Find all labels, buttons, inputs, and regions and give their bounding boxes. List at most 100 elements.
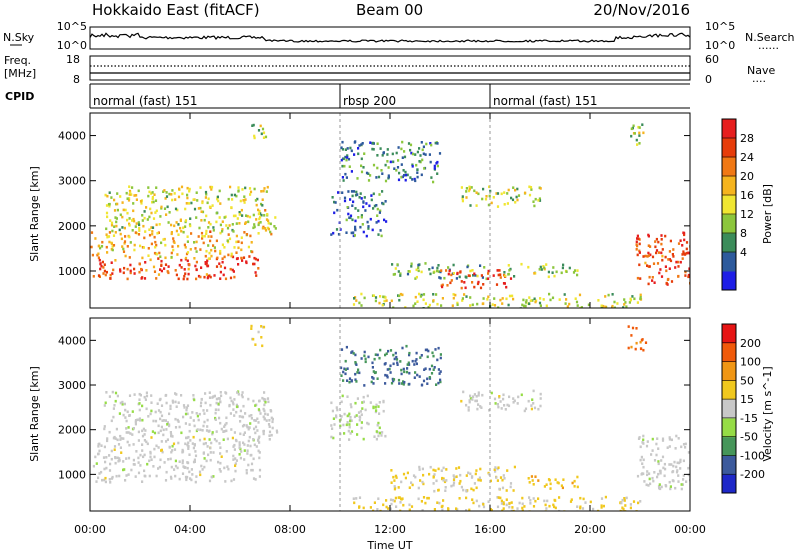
velocity-scatter-cell [651, 449, 654, 452]
velocity-scatter-cell [397, 378, 401, 382]
velocity-scatter-cell [472, 488, 475, 492]
power-scatter-cell [126, 197, 129, 200]
power-scatter-cell [236, 257, 239, 260]
noise-right-label: N.Search [745, 31, 795, 44]
power-scatter-cell [180, 229, 183, 233]
velocity-y-axis-label: Slant Range [km] [28, 366, 41, 462]
power-scatter-cell [202, 241, 205, 245]
power-scatter-cell [218, 262, 221, 265]
velocity-scatter-cell [679, 458, 682, 462]
velocity-scatter-cell [390, 469, 393, 472]
power-scatter-cell [658, 271, 661, 275]
power-scatter-cell [188, 189, 191, 193]
power-scatter-cell [152, 217, 156, 220]
velocity-scatter-cell [632, 500, 636, 503]
power-scatter-cell [184, 272, 187, 275]
power-scatter-cell [418, 147, 421, 150]
velocity-scatter-cell [392, 475, 395, 479]
time-axis: 00:00 04:00 08:00 12:00 16:00 20:00 00:00 [74, 523, 706, 536]
power-scatter-cell [414, 295, 417, 299]
velocity-scatter-cell [521, 496, 524, 500]
power-scatter-cell [350, 170, 353, 173]
power-scatter-cell [119, 268, 122, 271]
velocity-scatter-cell [118, 459, 121, 462]
velocity-scatter-cell [200, 397, 203, 401]
power-scatter-cell [616, 302, 619, 305]
velocity-scatter-cell [219, 400, 222, 403]
velocity-scatter-cell [367, 355, 370, 359]
velocity-scatter-cell [220, 394, 223, 398]
velocity-scatter-cell [681, 483, 684, 486]
velocity-scatter-cell [480, 406, 483, 409]
power-scatter-cell [397, 178, 401, 182]
velocity-scatter-cell [433, 473, 436, 476]
power-scatter-cell [229, 267, 232, 271]
power-scatter-cell [219, 231, 222, 235]
velocity-scatter-cell [166, 423, 169, 426]
power-scatter-cell [209, 230, 212, 233]
velocity-scatter-cell [126, 440, 129, 444]
velocity-scatter-cell [357, 368, 360, 372]
velocity-scatter-cell [254, 343, 257, 346]
velocity-scatter-cell [439, 378, 442, 382]
power-scatter-cell [409, 176, 412, 179]
power-scatter-cell [162, 238, 165, 241]
velocity-scatter-cell [407, 361, 410, 365]
power-scatter-cell [244, 221, 247, 224]
velocity-scatter-cell [621, 506, 624, 510]
power-scatter-cell [568, 266, 571, 270]
power-colorbar-tick-label: 16 [740, 189, 754, 202]
velocity-scatter-cell [225, 392, 228, 395]
velocity-scatter-cell [191, 411, 194, 414]
velocity-scatter-cell [186, 461, 189, 464]
velocity-scatter-cell [546, 499, 549, 503]
velocity-scatter-cell [523, 409, 526, 413]
velocity-scatter-cell [108, 478, 111, 481]
velocity-scatter-cell [358, 371, 361, 375]
velocity-scatter-cell [415, 351, 418, 355]
power-scatter-cell [355, 190, 358, 194]
power-scatter-cell [484, 197, 488, 201]
power-scatter-cell [166, 270, 169, 273]
power-scatter-cell [223, 266, 227, 270]
power-scatter-cell [141, 256, 144, 260]
power-scatter-cell [164, 243, 167, 247]
power-scatter-cell [159, 255, 162, 258]
velocity-scatter-cell [629, 503, 632, 506]
velocity-scatter-cell [444, 486, 447, 489]
power-scatter-cell [270, 232, 273, 236]
velocity-scatter-cell [532, 497, 535, 500]
power-scatter-cell [97, 244, 100, 248]
power-scatter-cell [365, 202, 368, 205]
velocity-scatter-cell [128, 443, 131, 447]
power-scatter-cell [379, 209, 382, 213]
power-scatter-cell [212, 244, 215, 247]
velocity-scatter-cell [188, 429, 191, 433]
velocity-scatter-cell [413, 363, 416, 366]
velocity-scatter-cell [390, 502, 393, 506]
velocity-scatter-cell [396, 363, 399, 366]
velocity-scatter-cell [393, 499, 396, 503]
power-scatter-cell [195, 216, 198, 219]
power-scatter-cell [251, 250, 254, 254]
velocity-scatter-cell [233, 431, 236, 434]
power-scatter-cell [685, 241, 689, 244]
power-scatter-cell [252, 226, 255, 230]
velocity-scatter-cell [118, 457, 121, 460]
power-scatter-cell [221, 230, 224, 233]
power-scatter-cell [195, 191, 198, 194]
power-scatter-cell [655, 237, 658, 241]
velocity-scatter-cell [382, 503, 385, 507]
power-scatter-cell [126, 277, 129, 281]
velocity-scatter-cell [629, 506, 632, 510]
power-scatter-cell [381, 172, 384, 175]
power-scatter-cell [356, 177, 359, 180]
velocity-scatter-cell [452, 481, 456, 485]
velocity-scatter-cell [680, 487, 683, 491]
power-scatter-cell [157, 231, 160, 234]
velocity-scatter-cell [153, 447, 156, 451]
velocity-scatter-cell [101, 478, 104, 482]
power-scatter-cell [397, 159, 400, 162]
power-scatter-cell [622, 306, 625, 308]
power-scatter-cell [201, 235, 204, 238]
